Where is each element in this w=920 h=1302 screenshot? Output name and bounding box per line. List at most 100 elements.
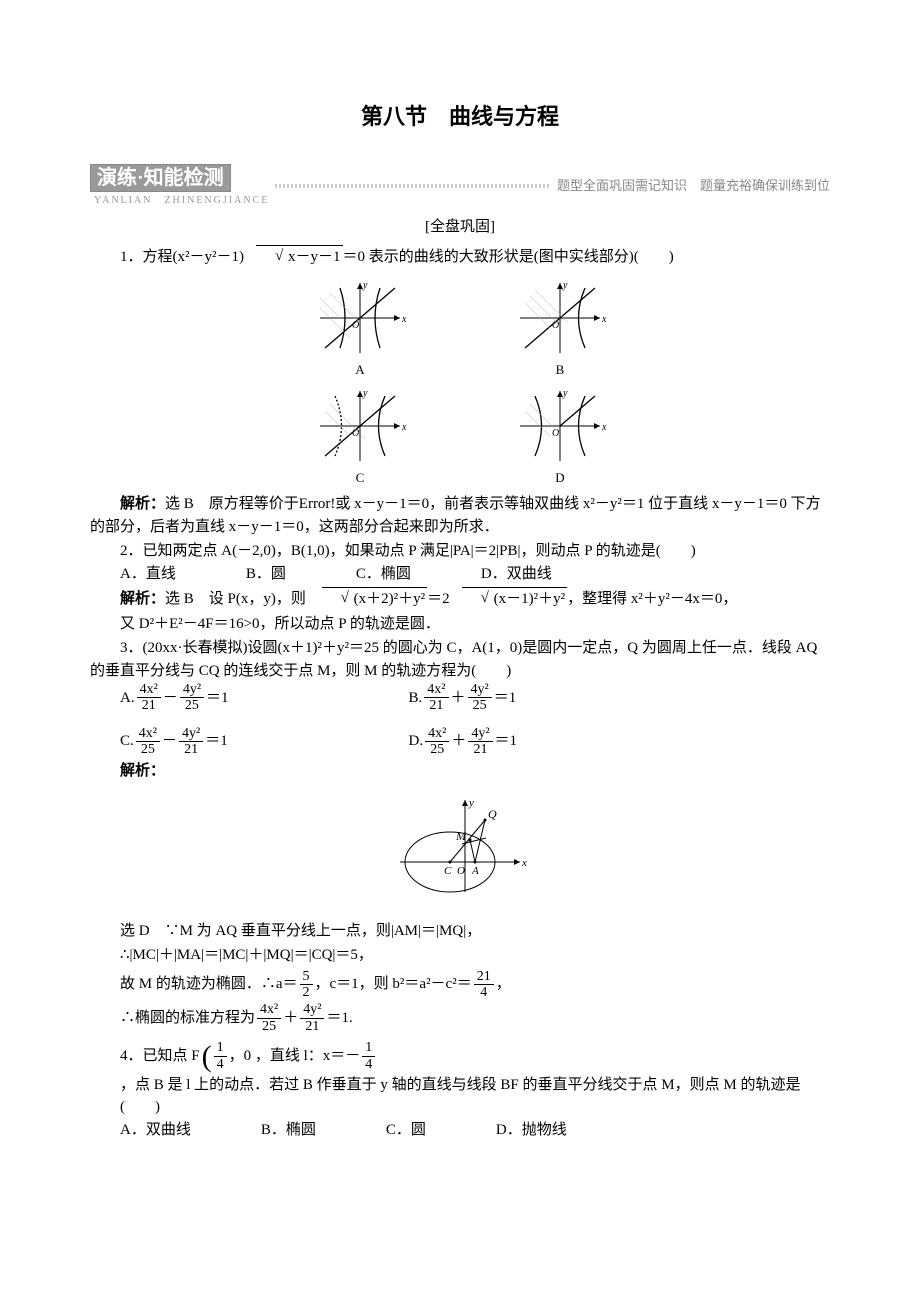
q3-C-prefix: C. bbox=[120, 730, 134, 753]
q3-C-op: － bbox=[162, 730, 177, 753]
subhead: [全盘巩固] bbox=[90, 216, 830, 239]
q3-fig-y: y bbox=[468, 797, 474, 809]
q1-expr1: x²－y²－1) bbox=[178, 249, 245, 265]
banner-left-group: 演练·知能检测 YANLIAN ZHINENGJIANCE bbox=[90, 163, 269, 208]
q2-stem: 2．已知两定点 A(－2,0)，B(1,0)，如果动点 P 满足|PA|＝2|P… bbox=[90, 540, 830, 563]
banner-left: 演练·知能检测 bbox=[90, 164, 231, 192]
q1-fig-C: x y O C bbox=[310, 386, 410, 488]
banner-row: 演练·知能检测 YANLIAN ZHINENGJIANCE 题型全面巩固需记知识… bbox=[90, 163, 830, 208]
q3-A-eq: ＝1 bbox=[206, 687, 229, 710]
q1-label-D: D bbox=[510, 468, 610, 488]
q3-D-op: ＋ bbox=[451, 730, 466, 753]
q1-label-A: A bbox=[310, 360, 410, 380]
q3-A-op: － bbox=[163, 687, 178, 710]
q3-ans-l3a: 故 M 的轨迹为椭圆．∴a＝ bbox=[120, 973, 298, 996]
q3-B-n1: 4x² bbox=[424, 682, 448, 698]
q3-ans-line4: ∴椭圆的标准方程为 4x²25 ＋ 4y²21 ＝1. bbox=[120, 1002, 830, 1034]
q2-opt-D: D．双曲线 bbox=[481, 563, 552, 586]
q1-ans-pre: 选 B bbox=[165, 496, 209, 512]
q4-stem-c: ，点 B 是 l 上的动点．若过 B 作垂直于 y 轴的直线与线段 BF 的垂直… bbox=[120, 1074, 830, 1119]
q1-label-B: B bbox=[510, 360, 610, 380]
q1-stem-a: 1．方程( bbox=[120, 249, 178, 265]
q3-C-d1: 25 bbox=[136, 742, 160, 757]
q4-paren-l1: ( bbox=[202, 1049, 212, 1064]
svg-text:y: y bbox=[362, 388, 368, 399]
q4-opt-A: A．双曲线 bbox=[120, 1119, 191, 1142]
q3-ans-l3c: ， bbox=[496, 973, 511, 996]
q3-fig-O: O bbox=[457, 865, 465, 877]
svg-text:x: x bbox=[601, 422, 607, 433]
q3-col1: A. 4x²21 － 4y²25 ＝1 C. 4x²25 － 4y²21 ＝1 bbox=[120, 682, 229, 758]
q3-plus: ＋ bbox=[283, 1007, 298, 1030]
q3-frac-d-n: 4y² bbox=[300, 1002, 324, 1018]
q3-C-eq: ＝1 bbox=[205, 730, 228, 753]
q3-opt-B: B. 4x²21 ＋ 4y²25 ＝1 bbox=[409, 682, 518, 714]
q3-stem: 3．(20xx·长春模拟)设圆(x＋1)²＋y²＝25 的圆心为 C，A(1，0… bbox=[90, 637, 830, 682]
axes-svg-D: x y O bbox=[510, 386, 610, 466]
q3-ans-line0: 选 D ∵M 为 AQ 垂直平分线上一点，则|AM|＝|MQ|， bbox=[90, 920, 830, 943]
q4-opt-C: C．圆 bbox=[386, 1119, 426, 1142]
section-title: 第八节 曲线与方程 bbox=[90, 100, 830, 133]
q3-ans-l1: ∵M 为 AQ 垂直平分线上一点，则|AM|＝|MQ|， bbox=[165, 923, 482, 939]
q3-B-d2: 25 bbox=[468, 698, 492, 713]
q1-stem: 1．方程(x²－y²－1)x－y－1＝0 表示的曲线的大致形状是(图中实线部分)… bbox=[90, 245, 830, 269]
q2-options: A．直线 B．圆 C．椭圆 D．双曲线 bbox=[120, 563, 830, 586]
q3-A-n1: 4x² bbox=[137, 682, 161, 698]
q3-D-n2: 4y² bbox=[468, 726, 492, 742]
svg-text:x: x bbox=[601, 314, 607, 325]
q3-ans-l4a: ∴椭圆的标准方程为 bbox=[120, 1007, 255, 1030]
q4-opt-B: B．椭圆 bbox=[261, 1119, 316, 1142]
q3-C-d2: 21 bbox=[179, 742, 203, 757]
q1-stem-b: ＝0 表示的曲线的大致形状是(图中实线部分)( ) bbox=[343, 249, 674, 265]
q3-A-n2: 4y² bbox=[180, 682, 204, 698]
q1-fig-D: x y O D bbox=[510, 386, 610, 488]
q4-frac1-d: 4 bbox=[214, 1057, 227, 1072]
q4-frac2-n: 1 bbox=[362, 1040, 375, 1056]
q2-opt-C: C．椭圆 bbox=[356, 563, 411, 586]
q3-frac-a-n: 5 bbox=[300, 969, 313, 985]
q3-B-d1: 21 bbox=[424, 698, 448, 713]
svg-text:x: x bbox=[401, 422, 407, 433]
q3-ans-line2: ∴|MC|＋|MA|＝|MC|＋|MQ|＝|CQ|＝5， bbox=[90, 944, 830, 967]
q1-figure-block: x y O A x y bbox=[90, 278, 830, 487]
q3-frac-a-d: 2 bbox=[300, 985, 313, 1000]
q1-ans-label: 解析： bbox=[120, 496, 165, 512]
q3-fig-C: C bbox=[444, 865, 452, 877]
q4-frac1-n: 1 bbox=[214, 1040, 227, 1056]
q4-options: A．双曲线 B．椭圆 C．圆 D．抛物线 bbox=[120, 1119, 830, 1142]
q3-C-n2: 4y² bbox=[179, 726, 203, 742]
q3-B-prefix: B. bbox=[409, 687, 423, 710]
q3-frac-d-d: 21 bbox=[300, 1019, 324, 1034]
q3-ans-label: 解析： bbox=[90, 760, 830, 783]
q4-stem-a: 4．已知点 F bbox=[120, 1045, 200, 1068]
q3-figure: Q M C O A x y bbox=[90, 792, 830, 910]
q3-ans-pre: 选 D bbox=[120, 923, 165, 939]
q1-fig-row2: x y O C x y bbox=[90, 386, 830, 488]
q3-frac-c-d: 25 bbox=[257, 1019, 281, 1034]
q3-D-n1: 4x² bbox=[425, 726, 449, 742]
q3-D-prefix: D. bbox=[409, 730, 424, 753]
q1-answer: 解析：选 B 原方程等价于Error!或 x－y－1＝0，前者表示等轴双曲线 x… bbox=[90, 493, 830, 538]
q3-opt-A: A. 4x²21 － 4y²25 ＝1 bbox=[120, 682, 229, 714]
q1-label-C: C bbox=[310, 468, 410, 488]
q3-opt-C: C. 4x²25 － 4y²21 ＝1 bbox=[120, 726, 229, 758]
q2-opt-B: B．圆 bbox=[246, 563, 286, 586]
q2-answer-line2: 又 D²＋E²－4F＝16>0，所以动点 P 的轨迹是圆． bbox=[90, 613, 830, 636]
banner-pinyin: YANLIAN ZHINENGJIANCE bbox=[94, 193, 269, 208]
q4-stem: 4．已知点 F ( 14 ，0 ，直线 l：x＝－ 14 ，点 B 是 l 上的… bbox=[120, 1040, 830, 1119]
svg-text:x: x bbox=[401, 314, 407, 325]
svg-text:y: y bbox=[562, 388, 568, 399]
q3-ans-line3: 故 M 的轨迹为椭圆．∴a＝ 52 ，c＝1，则 b²＝a²－c²＝ 214 ， bbox=[120, 969, 830, 1001]
q2-sqrt1: (x＋2)²＋y² bbox=[322, 587, 428, 611]
banner-divider bbox=[275, 184, 551, 188]
q2-ans-b: ，整理得 x²＋y²－4x＝0， bbox=[567, 591, 737, 607]
svg-text:y: y bbox=[362, 280, 368, 291]
q4-frac2-d: 4 bbox=[362, 1057, 375, 1072]
q1-fig-row1: x y O A x y bbox=[90, 278, 830, 380]
q3-D-d2: 21 bbox=[468, 742, 492, 757]
q3-ans-l4b: ＝1. bbox=[326, 1007, 352, 1030]
q3-A-d2: 25 bbox=[180, 698, 204, 713]
q2-sqrt2: (x－1)²＋y² bbox=[462, 587, 568, 611]
q2-answer: 解析：选 B 设 P(x，y)，则 (x＋2)²＋y²＝2(x－1)²＋y²，整… bbox=[90, 587, 830, 611]
q3-D-d1: 25 bbox=[425, 742, 449, 757]
